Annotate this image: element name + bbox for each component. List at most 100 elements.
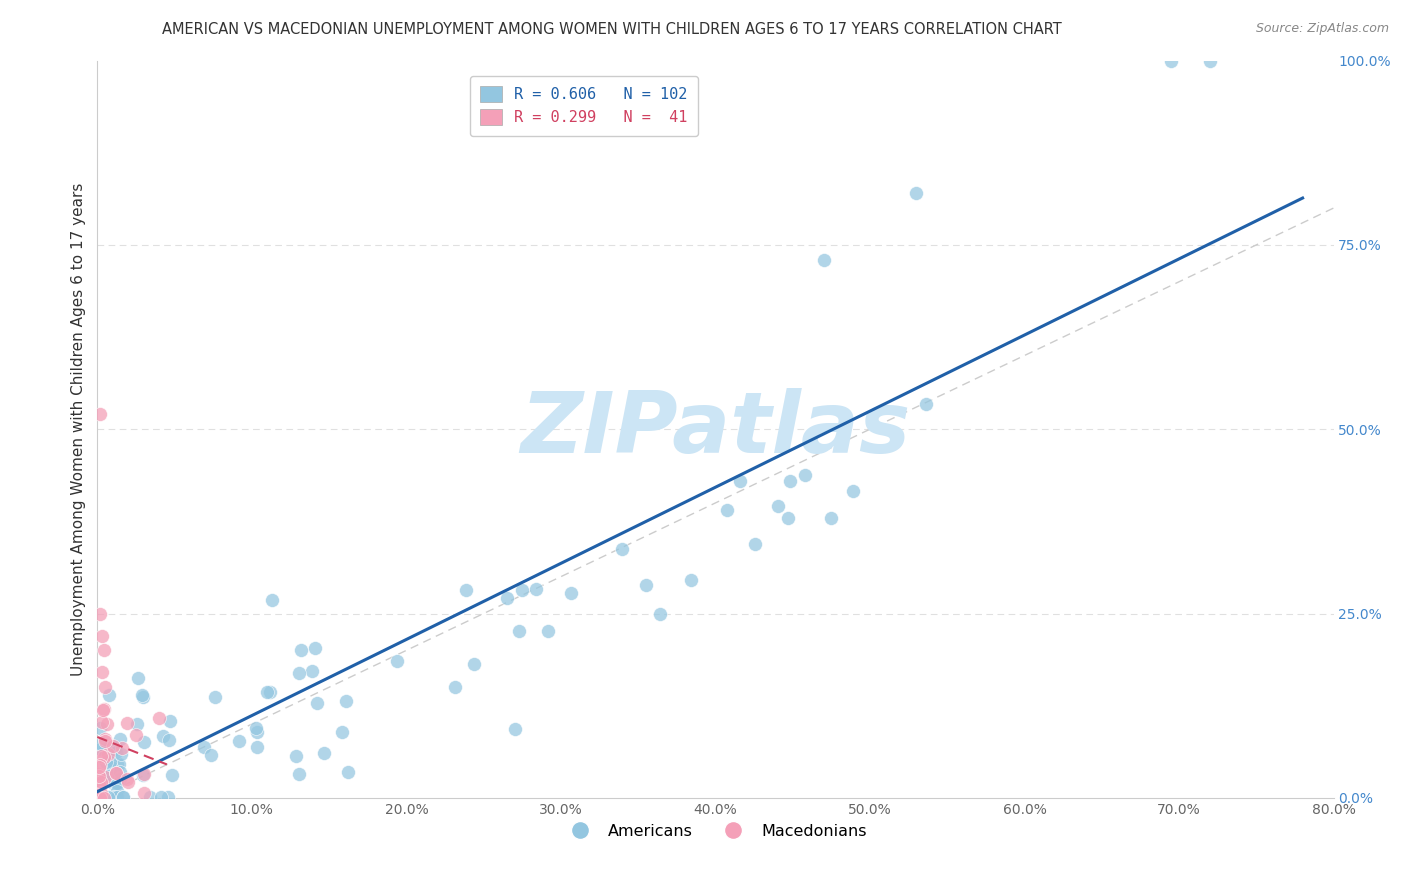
Point: [87, 767, 110, 781]
Point: [90, 776, 112, 790]
Point: [508, 624, 530, 639]
Point: [94, 742, 117, 756]
Point: [288, 767, 311, 781]
Point: [96, 717, 118, 731]
Point: [105, 784, 128, 798]
Point: [914, 397, 936, 411]
Point: [89, 760, 111, 774]
Point: [93, 790, 115, 805]
Text: AMERICAN VS MACEDONIAN UNEMPLOYMENT AMONG WOMEN WITH CHILDREN AGES 6 TO 17 YEARS: AMERICAN VS MACEDONIAN UNEMPLOYMENT AMON…: [162, 22, 1062, 37]
Text: Source: ZipAtlas.com: Source: ZipAtlas.com: [1256, 22, 1389, 36]
Point: [115, 772, 138, 786]
Point: [132, 767, 155, 781]
Point: [138, 790, 160, 805]
Point: [98, 790, 121, 805]
Point: [510, 582, 533, 597]
Point: [193, 740, 215, 755]
Point: [89, 790, 111, 805]
Point: [104, 790, 127, 805]
Point: [97, 767, 120, 781]
Point: [152, 729, 174, 743]
Point: [104, 741, 127, 756]
Point: [96, 790, 118, 805]
Point: [524, 582, 547, 597]
Point: [1160, 54, 1182, 68]
Point: [97, 747, 120, 761]
Point: [335, 694, 357, 708]
Point: [94, 680, 117, 694]
Point: [115, 715, 138, 730]
Point: [94, 756, 117, 770]
Point: [132, 768, 155, 782]
Point: [104, 776, 127, 790]
Point: [110, 772, 132, 786]
Point: [89, 757, 111, 772]
Point: [337, 764, 360, 779]
Point: [94, 731, 117, 746]
Point: [100, 773, 122, 788]
Point: [105, 775, 128, 789]
Point: [131, 688, 153, 702]
Point: [290, 643, 312, 657]
Point: [90, 774, 112, 789]
Point: [285, 748, 308, 763]
Point: [93, 790, 115, 805]
Point: [463, 657, 485, 672]
Point: [94, 790, 117, 805]
Point: [110, 740, 132, 755]
Point: [246, 725, 269, 739]
Point: [110, 747, 132, 762]
Point: [301, 665, 323, 679]
Point: [841, 483, 863, 498]
Point: [105, 745, 128, 759]
Point: [537, 624, 560, 638]
Point: [111, 790, 134, 805]
Point: [91, 665, 114, 680]
Point: [612, 541, 634, 556]
Point: [108, 731, 131, 746]
Point: [157, 733, 180, 747]
Point: [385, 654, 408, 668]
Point: [89, 790, 111, 805]
Point: [259, 685, 281, 699]
Point: [105, 776, 128, 790]
Point: [105, 790, 128, 805]
Point: [101, 790, 124, 805]
Point: [228, 733, 250, 747]
Point: [905, 186, 928, 201]
Point: [132, 690, 155, 704]
Point: [90, 749, 112, 764]
Point: [256, 685, 278, 699]
Point: [90, 737, 112, 751]
Point: [94, 770, 117, 784]
Point: [105, 765, 128, 780]
Point: [100, 760, 122, 774]
Point: [204, 690, 226, 705]
Point: [125, 727, 148, 741]
Point: [262, 592, 284, 607]
Point: [91, 629, 114, 643]
Point: [444, 680, 467, 694]
Point: [108, 765, 131, 780]
Text: ZIPatlas: ZIPatlas: [520, 388, 911, 471]
Point: [96, 772, 118, 786]
Point: [98, 753, 121, 767]
Point: [634, 578, 657, 592]
Point: [304, 640, 326, 655]
Point: [98, 688, 121, 702]
Point: [1199, 54, 1222, 68]
Point: [560, 586, 582, 600]
Point: [794, 467, 817, 482]
Point: [117, 775, 139, 789]
Point: [156, 790, 179, 805]
Point: [332, 724, 354, 739]
Point: [132, 786, 155, 800]
Point: [103, 775, 125, 789]
Point: [716, 503, 738, 517]
Point: [648, 607, 671, 622]
Point: [90, 786, 112, 800]
Point: [97, 790, 120, 805]
Point: [134, 735, 156, 749]
Point: [496, 591, 519, 605]
Point: [94, 734, 117, 748]
